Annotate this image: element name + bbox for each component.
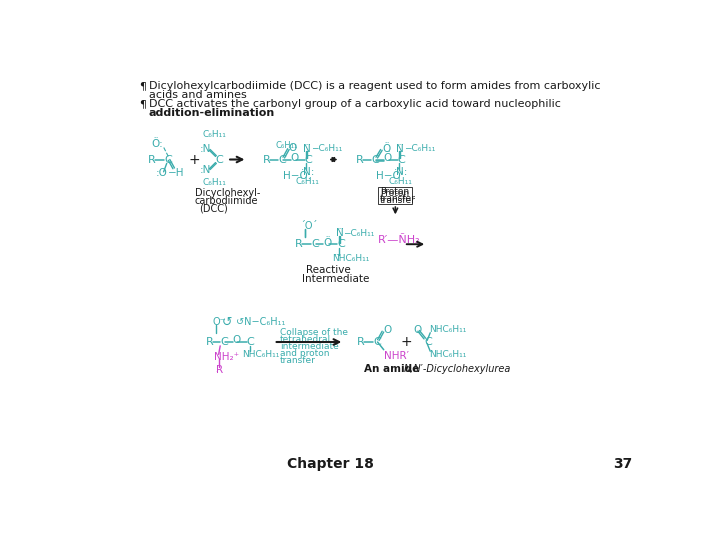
Text: O: O bbox=[289, 143, 297, 153]
Text: addition-elimination: addition-elimination bbox=[149, 107, 275, 118]
Text: N̈HC₆H₁₁: N̈HC₆H₁₁ bbox=[333, 254, 370, 262]
Text: C: C bbox=[246, 337, 254, 347]
Text: N̈: N̈ bbox=[336, 228, 343, 239]
Text: C: C bbox=[164, 154, 172, 165]
Text: Ö: Ö bbox=[323, 238, 331, 248]
Text: O: O bbox=[413, 325, 421, 335]
Text: N,N′-Dicyclohexylurea: N,N′-Dicyclohexylurea bbox=[404, 364, 511, 374]
Text: NHC₆H₁₁: NHC₆H₁₁ bbox=[428, 325, 466, 334]
Text: and proton: and proton bbox=[280, 349, 329, 358]
Text: carbodiimide: carbodiimide bbox=[194, 196, 258, 206]
Text: transfer: transfer bbox=[280, 356, 316, 365]
Text: N:: N: bbox=[303, 167, 315, 177]
Text: R: R bbox=[206, 337, 214, 347]
Text: :N: :N bbox=[199, 165, 211, 176]
Text: C₆H₁₁: C₆H₁₁ bbox=[388, 177, 413, 186]
Text: Intermediate: Intermediate bbox=[302, 274, 369, 284]
Text: +: + bbox=[189, 152, 200, 166]
Text: C₆H₁₁: C₆H₁₁ bbox=[202, 178, 226, 187]
Text: (DCC): (DCC) bbox=[199, 204, 228, 214]
Text: tetrahedral: tetrahedral bbox=[280, 335, 331, 344]
Text: DCC activates the carbonyl group of a carboxylic acid toward nucleophilic: DCC activates the carbonyl group of a ca… bbox=[149, 99, 561, 109]
Text: C: C bbox=[424, 337, 432, 347]
Text: −C₆H₁₁: −C₆H₁₁ bbox=[343, 229, 375, 238]
Text: C: C bbox=[279, 154, 286, 165]
Text: H−Ö': H−Ö' bbox=[376, 172, 404, 181]
Text: ↺N−C₆H₁₁: ↺N−C₆H₁₁ bbox=[235, 317, 285, 327]
Text: NH₂⁺: NH₂⁺ bbox=[214, 353, 239, 362]
Text: R: R bbox=[356, 154, 364, 165]
Text: Dicyclohexyl-: Dicyclohexyl- bbox=[194, 188, 260, 198]
Text: ´O´: ´O´ bbox=[300, 221, 318, 231]
Text: transfer: transfer bbox=[380, 194, 415, 203]
Text: Collapse of the: Collapse of the bbox=[280, 328, 348, 338]
Text: R: R bbox=[148, 154, 156, 165]
Text: C₆H₁₁: C₆H₁₁ bbox=[275, 141, 297, 150]
Text: −H: −H bbox=[168, 168, 185, 178]
Text: O: O bbox=[384, 326, 392, 335]
Text: R: R bbox=[263, 154, 271, 165]
Text: R: R bbox=[295, 239, 303, 249]
Text: N̈: N̈ bbox=[303, 144, 311, 154]
Text: R: R bbox=[215, 364, 222, 375]
Text: C: C bbox=[337, 239, 345, 249]
Text: acids and amines: acids and amines bbox=[149, 90, 247, 100]
Text: Reactive: Reactive bbox=[306, 265, 351, 275]
Text: 37: 37 bbox=[613, 457, 632, 471]
Text: NHR′: NHR′ bbox=[384, 351, 409, 361]
Text: H−Ö:: H−Ö: bbox=[283, 172, 311, 181]
Text: NHC₆H₁₁: NHC₆H₁₁ bbox=[242, 350, 279, 359]
FancyBboxPatch shape bbox=[377, 187, 412, 204]
Text: Proton: Proton bbox=[380, 187, 409, 197]
Text: C: C bbox=[373, 337, 381, 347]
Text: C: C bbox=[372, 154, 379, 165]
Text: transfer: transfer bbox=[380, 196, 415, 205]
Text: +: + bbox=[401, 335, 413, 349]
Text: C: C bbox=[305, 154, 312, 165]
Text: Ö: Ö bbox=[384, 153, 392, 163]
Text: :N: :N bbox=[199, 144, 211, 154]
Text: −C₆H₁₁: −C₆H₁₁ bbox=[404, 144, 436, 153]
Text: C: C bbox=[215, 154, 223, 165]
Text: −C₆H₁₁: −C₆H₁₁ bbox=[311, 144, 342, 153]
Text: ↺: ↺ bbox=[222, 315, 233, 328]
Text: O: O bbox=[233, 335, 241, 346]
Text: N:: N: bbox=[396, 167, 408, 177]
Text: N̈: N̈ bbox=[396, 144, 404, 154]
Text: C: C bbox=[220, 337, 228, 347]
Text: Proton: Proton bbox=[380, 189, 409, 198]
Text: C: C bbox=[397, 154, 405, 165]
Text: NHC₆H₁₁: NHC₆H₁₁ bbox=[428, 350, 466, 359]
Text: Chapter 18: Chapter 18 bbox=[287, 457, 374, 471]
Text: :O: :O bbox=[156, 168, 168, 178]
Text: O: O bbox=[291, 153, 299, 163]
Text: ,: , bbox=[215, 363, 219, 373]
Text: Dicylohexylcarbodiimide (DCC) is a reagent used to form amides from carboxylic: Dicylohexylcarbodiimide (DCC) is a reage… bbox=[149, 82, 600, 91]
Text: ¶: ¶ bbox=[139, 82, 146, 91]
Text: Ö: Ö bbox=[382, 144, 390, 154]
Text: R′—ÑH₂: R′—ÑH₂ bbox=[377, 234, 420, 245]
Text: C: C bbox=[311, 239, 319, 249]
Text: R: R bbox=[357, 337, 365, 347]
Text: ¶: ¶ bbox=[139, 99, 146, 109]
Text: An amide: An amide bbox=[364, 364, 419, 374]
Text: C₆H₁₁: C₆H₁₁ bbox=[202, 130, 226, 139]
Text: Ö:: Ö: bbox=[151, 139, 163, 149]
Text: O⁻: O⁻ bbox=[212, 317, 225, 327]
Text: C₆H₁₁: C₆H₁₁ bbox=[295, 177, 319, 186]
Text: intermediate: intermediate bbox=[280, 342, 338, 351]
